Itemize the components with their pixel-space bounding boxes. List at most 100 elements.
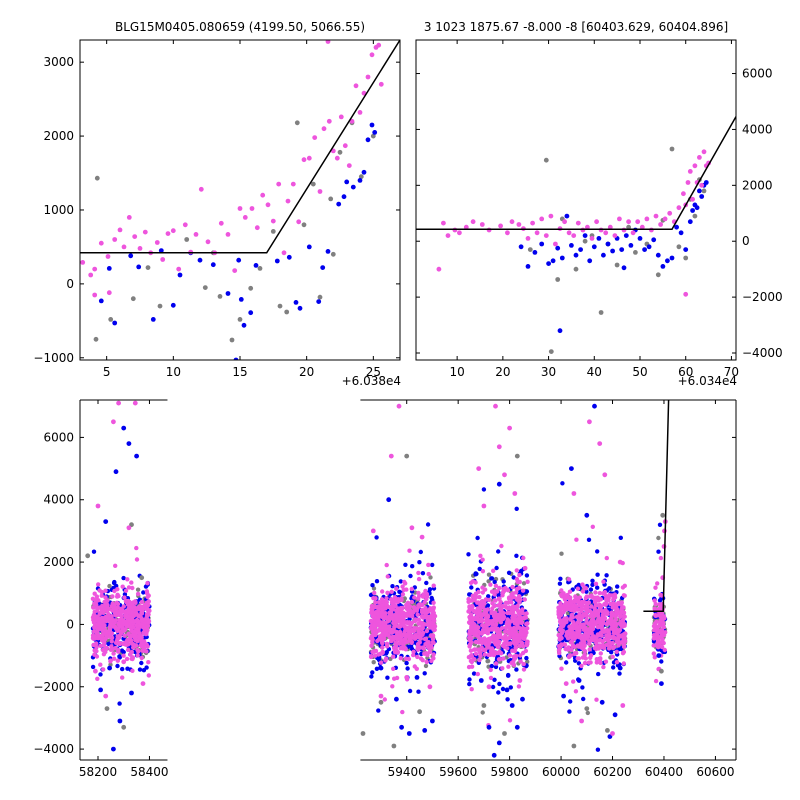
season-2-point-magenta [515, 639, 520, 644]
season-2-point-grey [480, 710, 485, 715]
season-3-point-magenta [572, 598, 577, 603]
season-2-point-magenta [497, 596, 502, 601]
season-2-point-magenta [469, 687, 474, 692]
season-2-point-blue [467, 681, 472, 687]
x-tick-label: 10 [450, 365, 465, 379]
season-2-point-magenta [490, 618, 495, 624]
season-1-point-blue [390, 584, 395, 589]
season-1-point-magenta [400, 584, 405, 589]
data-point-blue [564, 213, 570, 219]
season-2-point-magenta [521, 667, 527, 672]
season-1-point-magenta [397, 641, 402, 646]
x-tick-label: 50 [632, 365, 647, 379]
data-point-magenta [92, 292, 98, 298]
data-point-magenta [653, 213, 659, 219]
season-0-point-magenta [134, 557, 140, 562]
season-0-point-magenta [130, 585, 135, 591]
season-0-point-magenta [106, 616, 112, 621]
data-point-blue [336, 201, 342, 207]
season-3-point-magenta [611, 627, 616, 633]
season-0-point-magenta [106, 611, 111, 617]
data-point-blue [344, 179, 350, 185]
y-tick-label: −1000 [33, 351, 74, 365]
data-point-grey [548, 349, 554, 354]
season-0-point-magenta [115, 637, 120, 642]
season-0-point-magenta [124, 656, 130, 662]
data-point-magenta [607, 224, 613, 230]
season-0-point-magenta [134, 611, 139, 616]
season-1-point-grey [402, 596, 407, 601]
data-point-grey [605, 728, 610, 733]
data-point-grey [145, 265, 151, 270]
x-tick-label: 59400 [388, 765, 426, 779]
season-3-point-magenta [578, 633, 583, 638]
season-2-point-magenta [496, 657, 502, 662]
season-0-point-magenta [121, 618, 127, 624]
data-point-blue [422, 728, 428, 733]
season-1-point-magenta [380, 632, 385, 638]
data-point-blue [651, 237, 657, 243]
season-0-point-magenta [130, 668, 135, 673]
season-3-point-magenta [593, 608, 598, 614]
season-3-point-magenta [621, 610, 627, 615]
plot-frame [415, 39, 737, 361]
data-point-blue [646, 244, 652, 250]
data-point-grey [248, 285, 254, 291]
data-point-magenta [617, 216, 622, 222]
data-point-blue [546, 261, 551, 266]
data-point-magenta [539, 216, 545, 222]
season-0-point-magenta [95, 623, 101, 628]
season-2-point-magenta [482, 652, 487, 657]
season-3-point-blue [581, 696, 586, 702]
season-3-point-magenta [585, 601, 590, 607]
data-point-magenta [376, 42, 382, 48]
season-1-point-magenta [380, 629, 386, 634]
data-point-magenta [232, 268, 238, 273]
season-1-point-magenta [399, 634, 404, 640]
data-point-grey [202, 285, 208, 290]
data-point-magenta [534, 230, 540, 236]
data-point-magenta [312, 135, 318, 141]
season-3-point-magenta [558, 632, 563, 638]
season-3-point-blue [560, 481, 565, 486]
season-1-point-magenta [392, 598, 397, 604]
season-2-point-magenta [520, 607, 525, 612]
season-1-point-magenta [394, 644, 399, 650]
season-0-point-magenta [98, 610, 103, 616]
season-1-point-magenta [423, 588, 428, 594]
season-3-point-magenta [614, 639, 620, 645]
season-0-point-blue [141, 590, 146, 595]
season-1-point-blue [407, 688, 413, 694]
data-point-blue [539, 241, 545, 247]
season-3-point-magenta [573, 689, 579, 694]
season-1-point-magenta [430, 633, 436, 638]
season-2-point-magenta [490, 622, 495, 627]
season-2-point-blue [471, 671, 477, 676]
season-0-point-magenta [135, 653, 140, 658]
data-point-blue [610, 248, 615, 254]
season-2-point-magenta [510, 584, 515, 590]
season-2-point-blue [514, 506, 519, 511]
season-2-point-magenta [506, 618, 511, 623]
y-tick-label: 6000 [43, 430, 74, 444]
season-2-point-magenta [472, 657, 477, 662]
data-point-magenta [481, 503, 487, 509]
season-2-point-magenta [514, 568, 519, 573]
data-point-magenta [486, 684, 492, 690]
season-4-point-magenta [660, 637, 665, 642]
season-1-point-magenta [416, 596, 421, 601]
data-point-grey [514, 453, 520, 459]
season-2-point-magenta [504, 639, 509, 644]
season-1-point-blue [374, 666, 380, 671]
season-3-point-blue [557, 581, 563, 586]
season-0-point-magenta [98, 643, 103, 648]
data-point-blue [591, 244, 597, 250]
season-0-point-magenta [109, 639, 115, 644]
data-point-magenta [334, 155, 340, 161]
season-3-point-magenta [604, 596, 609, 602]
season-3-point-magenta [594, 697, 599, 702]
season-1-point-magenta [389, 589, 394, 594]
season-3-point-blue [596, 671, 601, 677]
data-point-blue [233, 357, 239, 360]
data-point-grey [270, 229, 276, 234]
